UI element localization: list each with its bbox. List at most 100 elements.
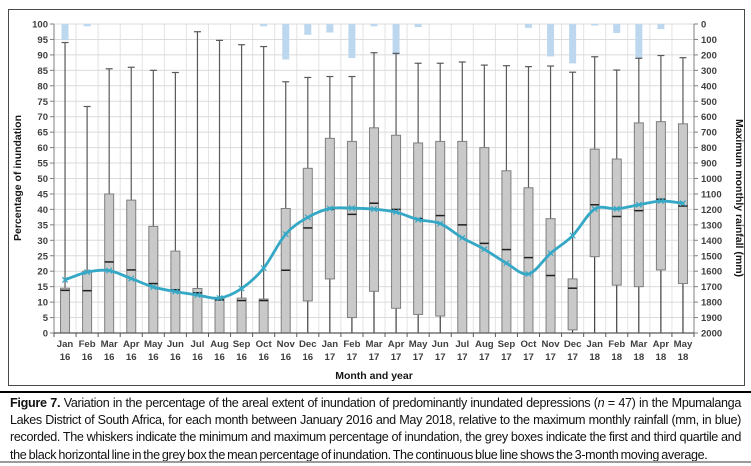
avg-x-marker xyxy=(370,205,378,213)
box-column-Aug-16 xyxy=(214,39,225,334)
left-tick-label: 60 xyxy=(37,143,48,154)
right-tick-label: 300 xyxy=(701,66,717,77)
left-tick-label: 70 xyxy=(37,112,48,123)
year-label: 16 xyxy=(60,352,71,363)
year-label: 16 xyxy=(148,352,159,363)
right-tick-label: 1700 xyxy=(701,282,722,293)
quartile-box xyxy=(148,225,159,334)
avg-x-marker xyxy=(106,267,113,274)
box-column-Jan-18 xyxy=(589,56,600,333)
quartile-box xyxy=(523,187,534,334)
right-tick-label: 700 xyxy=(701,128,717,139)
box-column-Apr-17 xyxy=(391,52,402,333)
left-tick-label: 50 xyxy=(37,174,48,185)
left-tick-label: 5 xyxy=(43,313,49,324)
year-label: 17 xyxy=(523,352,534,363)
avg-x-marker xyxy=(128,275,135,282)
left-tick-label: 65 xyxy=(37,128,48,139)
avg-x-marker xyxy=(304,214,311,221)
rainfall-bar-Jan-16 xyxy=(61,24,69,41)
avg-x-marker xyxy=(415,216,422,223)
rainfall-bar-Nov-17 xyxy=(547,24,555,57)
right-tick-label: 1500 xyxy=(701,251,722,262)
month-label: Nov xyxy=(277,339,296,350)
avg-x-marker xyxy=(635,201,642,208)
right-tick-label: 100 xyxy=(701,35,717,46)
month-label: Feb xyxy=(79,339,96,350)
left-tick-label: 80 xyxy=(37,81,48,92)
month-label: Feb xyxy=(608,339,625,350)
quartile-box xyxy=(501,170,512,334)
quartile-box xyxy=(435,140,446,317)
quartile-box xyxy=(258,298,269,334)
year-label: 18 xyxy=(611,352,622,363)
year-label: 17 xyxy=(545,352,556,363)
quartile-box xyxy=(126,199,137,334)
left-tick-label: 35 xyxy=(37,220,48,231)
inundation-rainfall-chart: 0 5 10 15 20 25 30 35 40 45 50 55 60 65 70 75 80 85 90 95 10… xyxy=(8,9,745,386)
figure-caption: Figure 7. Variation in the percentage of… xyxy=(10,395,741,464)
avg-x-marker xyxy=(150,283,157,291)
quartile-box xyxy=(104,193,115,334)
rainfall-bar-Apr-17 xyxy=(392,24,400,55)
box-column-Apr-18 xyxy=(655,54,666,333)
month-label: Jul xyxy=(455,339,469,350)
month-label: Dec xyxy=(299,339,317,350)
avg-x-marker xyxy=(194,291,201,299)
quartile-box xyxy=(214,297,225,334)
avg-x-marker xyxy=(61,276,69,283)
left-tick-label: 90 xyxy=(37,50,48,61)
left-tick-label: 25 xyxy=(37,251,48,262)
quartile-box xyxy=(589,148,600,258)
rainfall-bar-Oct-16 xyxy=(260,24,268,27)
month-label: Jul xyxy=(191,339,205,350)
rainfall-bar-Dec-17 xyxy=(569,24,577,64)
quartile-box xyxy=(60,287,71,334)
month-label: May xyxy=(674,339,693,350)
avg-x-marker xyxy=(525,270,532,278)
left-tick-label: 100 xyxy=(32,20,48,31)
box-column-Jun-17 xyxy=(435,62,446,333)
year-label: 16 xyxy=(104,352,115,363)
box-column-Dec-16 xyxy=(302,76,313,333)
month-label: Mar xyxy=(365,339,382,350)
box-column-Feb-17 xyxy=(346,75,357,333)
right-tick-label: 1300 xyxy=(701,220,722,231)
box-column-Feb-18 xyxy=(611,69,622,333)
right-axis-title: Maximum monthly rainfall (mm) xyxy=(733,119,745,277)
rainfall-bar-Jan-18 xyxy=(591,24,599,26)
caption-text-2: = 47) in the Mpumalanga Lakes District o… xyxy=(10,396,741,462)
avg-x-marker xyxy=(459,234,466,241)
left-tick-label: 15 xyxy=(37,282,48,293)
quartile-box xyxy=(655,121,666,271)
right-tick-label: 900 xyxy=(701,159,717,170)
right-tick-label: 2000 xyxy=(701,329,722,340)
rainfall-bar-Feb-16 xyxy=(83,24,91,27)
left-tick-label: 55 xyxy=(37,159,48,170)
right-tick-label: 400 xyxy=(701,81,717,92)
avg-x-marker xyxy=(282,230,289,238)
quartile-box xyxy=(236,297,247,334)
right-tick-label: 800 xyxy=(701,143,717,154)
axis-titles: Percentage of inundation Maximum monthly … xyxy=(12,115,745,382)
month-label: Apr xyxy=(123,339,140,350)
year-label: 17 xyxy=(501,352,512,363)
left-tick-label: 95 xyxy=(37,35,48,46)
year-label: 18 xyxy=(633,352,644,363)
month-label: Jan xyxy=(586,339,603,350)
year-label: 16 xyxy=(214,352,225,363)
quartile-box xyxy=(302,167,313,302)
avg-x-marker xyxy=(657,197,665,205)
avg-x-marker xyxy=(613,205,620,212)
month-label: Sep xyxy=(498,339,516,350)
month-label: Nov xyxy=(541,339,560,350)
right-tick-label: 1800 xyxy=(701,298,722,309)
right-tick-label: 1200 xyxy=(701,205,722,216)
year-label: 16 xyxy=(280,352,291,363)
year-label: 18 xyxy=(589,352,600,363)
left-tick-label: 30 xyxy=(37,236,48,247)
year-label: 18 xyxy=(656,352,667,363)
month-label: Jan xyxy=(57,339,74,350)
moving-average-line xyxy=(61,197,687,302)
